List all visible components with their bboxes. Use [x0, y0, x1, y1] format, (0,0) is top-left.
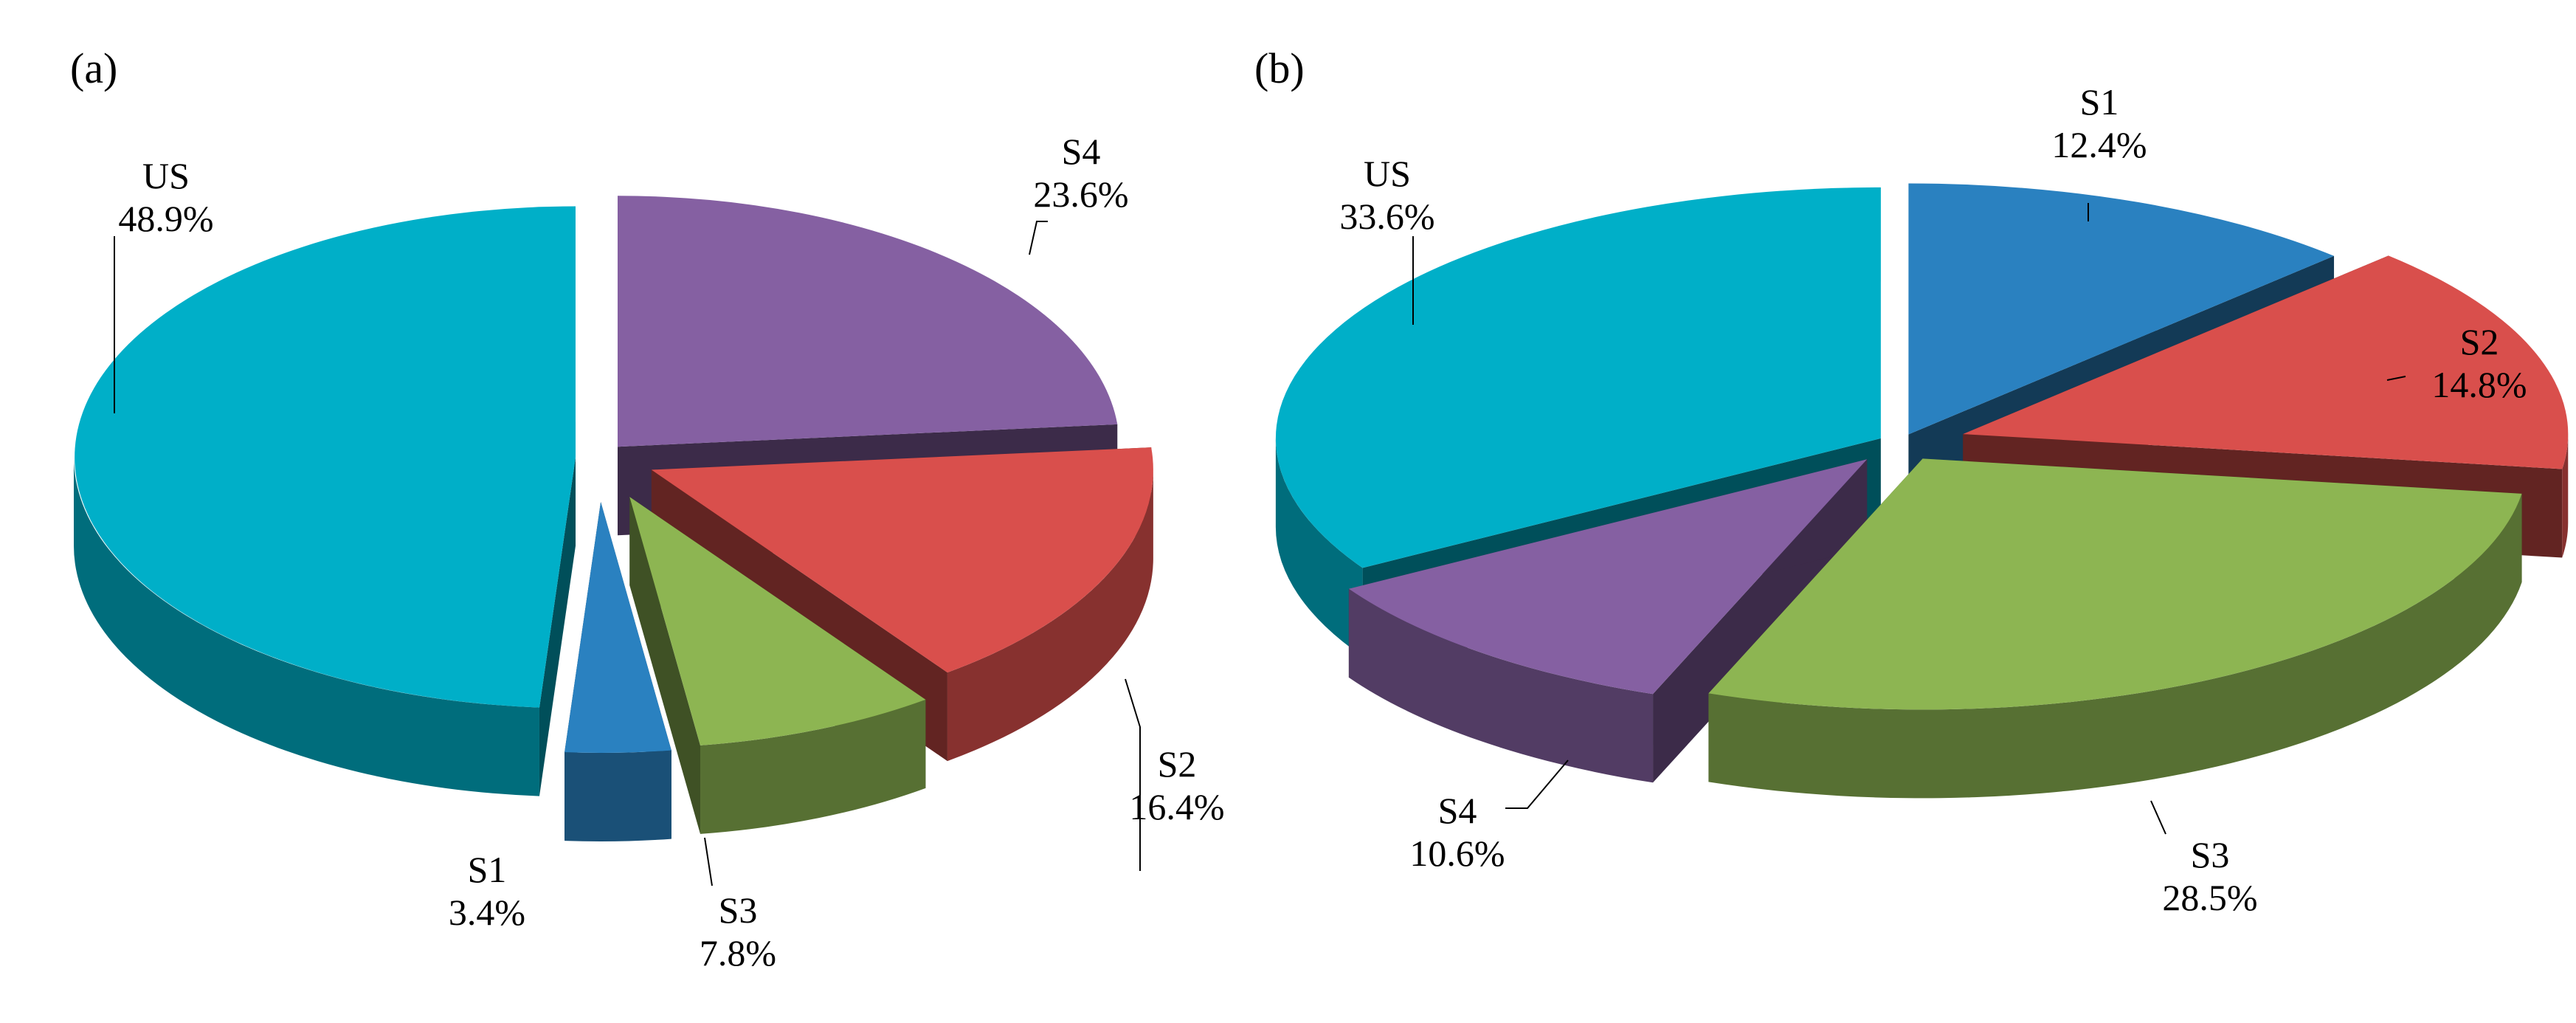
label-s3-value: 7.8% — [700, 932, 776, 974]
leader-line-s3 — [2150, 800, 2166, 835]
label-s4-value: 23.6% — [1033, 173, 1128, 215]
label-us-value: 33.6% — [1339, 196, 1434, 237]
label-us-value: 48.9% — [118, 198, 213, 239]
slice-s2-side — [947, 469, 1153, 762]
label-s3-name: S3 — [2191, 834, 2230, 875]
pie-slice-s4 — [1348, 459, 1868, 695]
slice-s2-side — [2562, 434, 2569, 558]
label-s2-value: 14.8% — [2431, 364, 2527, 405]
pie-slice-us — [1275, 187, 1881, 568]
label-s2-name: S2 — [1158, 743, 1197, 785]
label-us-name: US — [142, 155, 190, 196]
slice-s4-side — [1348, 588, 1654, 783]
pie-slice-s1 — [564, 501, 671, 753]
leader-line-s4 — [1505, 760, 1569, 809]
label-s1-name: S1 — [2080, 81, 2119, 123]
pie-slice-s2 — [651, 447, 1153, 673]
leader-line-s3 — [704, 837, 713, 886]
label-s4-value: 10.6% — [1409, 833, 1505, 874]
panel-label: (b) — [1254, 44, 1305, 92]
pie-slice-s4 — [617, 196, 1118, 447]
panel-label: (a) — [70, 44, 117, 92]
leader-line-s4 — [1029, 221, 1048, 255]
pie-slice-us — [75, 206, 576, 708]
label-s2-name: S2 — [2460, 321, 2499, 362]
slice-s3-side — [1708, 493, 2522, 799]
label-s1-value: 12.4% — [2051, 124, 2147, 165]
pie-slice-s3 — [1708, 458, 2522, 710]
slice-s3-side — [700, 699, 926, 834]
slice-s1-side — [564, 750, 671, 841]
label-s3-value: 28.5% — [2162, 877, 2257, 918]
label-s1-name: S1 — [468, 849, 507, 890]
leader-line-s2 — [2386, 376, 2406, 381]
slice-us-wall — [539, 457, 576, 796]
slice-us-side — [1275, 438, 1363, 657]
leader-line-s2 — [1125, 678, 1141, 871]
pie-slices — [1275, 183, 2569, 710]
slice-s3-wall — [629, 497, 701, 834]
label-s4-name: S4 — [1438, 790, 1477, 831]
pie-slice-s2 — [1963, 255, 2569, 469]
pie-slice-s3 — [629, 497, 926, 745]
label-s4-name: S4 — [1062, 131, 1101, 172]
label-s2-value: 16.4% — [1129, 786, 1224, 827]
label-s3-name: S3 — [719, 889, 758, 931]
slice-us-side — [74, 457, 539, 796]
label-s1-value: 3.4% — [449, 892, 525, 933]
pie-slice-s1 — [1908, 183, 2334, 435]
pie-slices — [75, 196, 1153, 753]
label-us-name: US — [1364, 153, 1411, 194]
